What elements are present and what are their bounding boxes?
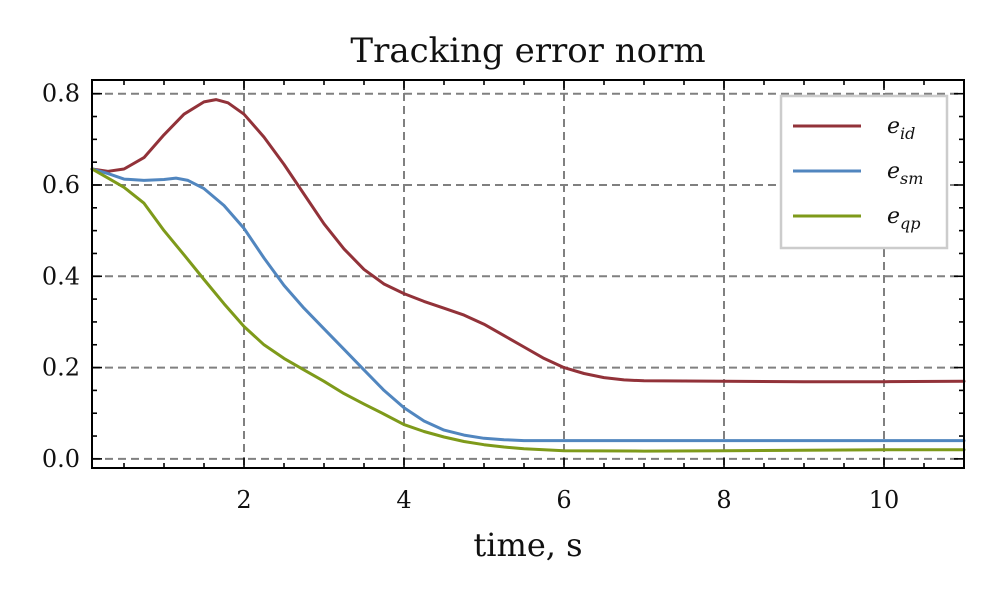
- series-line-e-id: [90, 98, 966, 384]
- y-tick-label: 0.4: [42, 262, 80, 290]
- series-layer: [90, 98, 966, 453]
- x-tick-label: 4: [396, 486, 411, 514]
- y-tick-label: 0.6: [42, 171, 80, 199]
- x-tick-label: 2: [236, 486, 251, 514]
- y-tick-label: 0.2: [42, 354, 80, 382]
- chart-title: Tracking error norm: [350, 31, 705, 71]
- x-tick-label: 8: [716, 486, 731, 514]
- series-line-e-qp: [90, 167, 966, 453]
- axes-frame: [91, 79, 965, 469]
- grid: [92, 80, 964, 468]
- legend-label-e-id: eid: [887, 114, 915, 143]
- series-line-e-sm: [90, 167, 966, 443]
- x-tick-label: 10: [869, 486, 900, 514]
- y-tick-label: 0.8: [42, 80, 80, 108]
- y-tick-label: 0.0: [42, 445, 80, 473]
- x-tick-label: 6: [556, 486, 571, 514]
- axis-ticks: 2 4 6 8 10 0.0 0.2 0.4 0.6 0.8: [42, 80, 965, 514]
- x-axis-label: time, s: [473, 526, 582, 564]
